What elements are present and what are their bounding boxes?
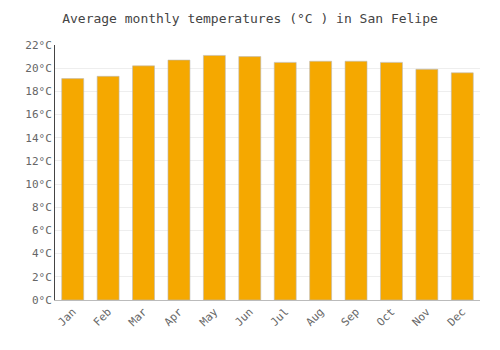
svg-text:Feb: Feb [91, 306, 114, 329]
svg-text:10°C: 10°C [25, 178, 52, 191]
svg-text:0°C: 0°C [32, 294, 52, 307]
svg-text:Aug: Aug [303, 306, 326, 329]
svg-text:Apr: Apr [162, 305, 186, 329]
svg-text:6°C: 6°C [32, 224, 52, 237]
svg-text:20°C: 20°C [25, 62, 52, 75]
svg-text:16°C: 16°C [25, 108, 52, 121]
svg-text:22°C: 22°C [25, 39, 52, 52]
svg-text:May: May [197, 305, 221, 329]
svg-text:Sep: Sep [339, 306, 362, 329]
svg-text:Dec: Dec [445, 306, 468, 329]
svg-text:18°C: 18°C [25, 85, 52, 98]
svg-text:4°C: 4°C [32, 247, 52, 260]
svg-text:Mar: Mar [126, 305, 150, 329]
svg-text:2°C: 2°C [32, 271, 52, 284]
svg-text:Average monthly temperatures (: Average monthly temperatures (°C ) in Sa… [62, 11, 438, 26]
svg-text:Jan: Jan [55, 306, 78, 329]
svg-text:Oct: Oct [374, 306, 397, 329]
svg-text:Jun: Jun [233, 306, 256, 329]
svg-text:Jul: Jul [268, 306, 291, 329]
svg-text:8°C: 8°C [32, 201, 52, 214]
svg-text:14°C: 14°C [25, 132, 52, 145]
svg-text:Nov: Nov [410, 305, 434, 329]
svg-text:12°C: 12°C [25, 155, 52, 168]
